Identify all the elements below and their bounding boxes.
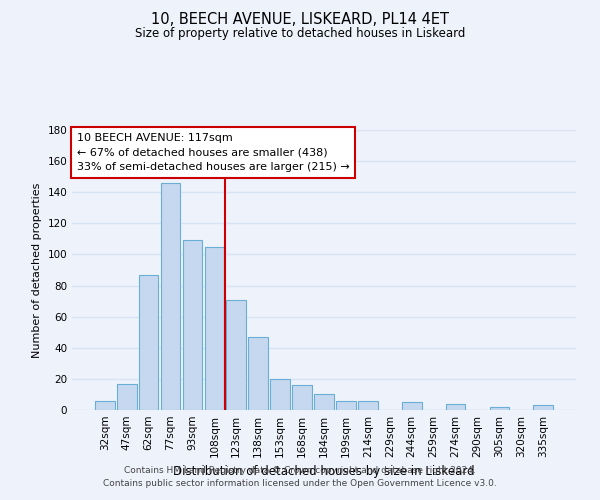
- Bar: [314, 394, 334, 410]
- Bar: [402, 402, 422, 410]
- Bar: [248, 337, 268, 410]
- Y-axis label: Number of detached properties: Number of detached properties: [32, 182, 42, 358]
- Text: 10, BEECH AVENUE, LISKEARD, PL14 4ET: 10, BEECH AVENUE, LISKEARD, PL14 4ET: [151, 12, 449, 28]
- Bar: [336, 400, 356, 410]
- Bar: [270, 379, 290, 410]
- Text: 10 BEECH AVENUE: 117sqm
← 67% of detached houses are smaller (438)
33% of semi-d: 10 BEECH AVENUE: 117sqm ← 67% of detache…: [77, 133, 350, 172]
- Bar: [95, 400, 115, 410]
- Bar: [117, 384, 137, 410]
- Bar: [205, 246, 224, 410]
- Bar: [358, 400, 378, 410]
- X-axis label: Distribution of detached houses by size in Liskeard: Distribution of detached houses by size …: [173, 466, 475, 478]
- Bar: [139, 274, 158, 410]
- Bar: [161, 183, 181, 410]
- Bar: [490, 407, 509, 410]
- Text: Contains HM Land Registry data © Crown copyright and database right 2024.
Contai: Contains HM Land Registry data © Crown c…: [103, 466, 497, 487]
- Bar: [226, 300, 246, 410]
- Bar: [533, 406, 553, 410]
- Bar: [292, 385, 312, 410]
- Bar: [446, 404, 466, 410]
- Bar: [182, 240, 202, 410]
- Text: Size of property relative to detached houses in Liskeard: Size of property relative to detached ho…: [135, 28, 465, 40]
